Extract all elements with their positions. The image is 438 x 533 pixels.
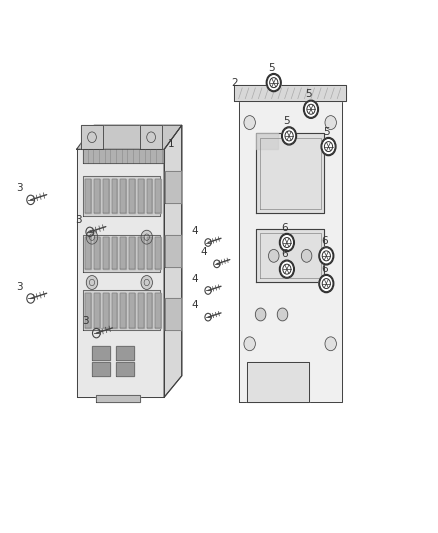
- Polygon shape: [147, 179, 152, 213]
- Polygon shape: [256, 133, 324, 213]
- Polygon shape: [256, 133, 278, 149]
- Polygon shape: [247, 362, 309, 402]
- Polygon shape: [81, 125, 103, 149]
- Polygon shape: [85, 179, 91, 213]
- Polygon shape: [83, 149, 164, 163]
- Polygon shape: [83, 176, 160, 216]
- Circle shape: [267, 75, 280, 91]
- Polygon shape: [83, 290, 160, 330]
- Circle shape: [244, 337, 255, 351]
- Polygon shape: [140, 125, 162, 149]
- Polygon shape: [147, 237, 152, 269]
- Text: 6: 6: [321, 236, 328, 246]
- Polygon shape: [164, 125, 182, 397]
- Text: 5: 5: [305, 90, 312, 99]
- Polygon shape: [83, 235, 160, 272]
- Polygon shape: [85, 237, 91, 269]
- Polygon shape: [234, 85, 346, 101]
- Polygon shape: [120, 237, 126, 269]
- Text: 6: 6: [281, 249, 288, 259]
- Polygon shape: [120, 179, 126, 213]
- Circle shape: [266, 74, 281, 92]
- Circle shape: [319, 274, 334, 293]
- Polygon shape: [138, 237, 144, 269]
- Text: 3: 3: [16, 282, 23, 292]
- Circle shape: [141, 276, 152, 289]
- Polygon shape: [85, 293, 91, 328]
- Text: 3: 3: [75, 215, 82, 225]
- Circle shape: [283, 128, 296, 144]
- Circle shape: [325, 337, 336, 351]
- Circle shape: [320, 276, 333, 292]
- Polygon shape: [155, 179, 161, 213]
- Polygon shape: [120, 293, 126, 328]
- Polygon shape: [77, 125, 182, 149]
- Text: 4: 4: [200, 247, 207, 257]
- Polygon shape: [239, 101, 342, 402]
- Circle shape: [321, 138, 336, 156]
- Polygon shape: [92, 346, 110, 360]
- Polygon shape: [129, 293, 135, 328]
- Text: 4: 4: [191, 274, 198, 284]
- Polygon shape: [92, 362, 110, 376]
- Circle shape: [255, 308, 266, 321]
- Polygon shape: [165, 235, 181, 266]
- Polygon shape: [96, 395, 140, 402]
- Polygon shape: [138, 293, 144, 328]
- Circle shape: [279, 233, 294, 252]
- Circle shape: [277, 308, 288, 321]
- Text: 3: 3: [82, 317, 89, 326]
- Polygon shape: [138, 179, 144, 213]
- Polygon shape: [165, 298, 181, 330]
- Text: 3: 3: [16, 183, 23, 193]
- Circle shape: [304, 100, 318, 118]
- Circle shape: [322, 139, 335, 155]
- Circle shape: [280, 261, 293, 277]
- Polygon shape: [155, 293, 161, 328]
- Text: 2: 2: [231, 78, 238, 87]
- Circle shape: [301, 249, 312, 262]
- Circle shape: [268, 249, 279, 262]
- Text: 5: 5: [268, 63, 275, 72]
- Circle shape: [86, 230, 98, 244]
- Polygon shape: [256, 229, 324, 282]
- Circle shape: [141, 230, 152, 244]
- Polygon shape: [77, 149, 164, 397]
- Polygon shape: [103, 293, 109, 328]
- Text: 1: 1: [167, 139, 174, 149]
- Polygon shape: [116, 362, 134, 376]
- Circle shape: [86, 276, 98, 289]
- Circle shape: [325, 116, 336, 130]
- Text: 4: 4: [191, 226, 198, 236]
- Text: 6: 6: [281, 223, 288, 232]
- Polygon shape: [129, 179, 135, 213]
- Circle shape: [280, 235, 293, 251]
- Polygon shape: [103, 237, 109, 269]
- Text: 5: 5: [323, 127, 330, 136]
- Polygon shape: [103, 179, 109, 213]
- Circle shape: [244, 116, 255, 130]
- Polygon shape: [94, 237, 100, 269]
- Text: 4: 4: [191, 301, 198, 310]
- Polygon shape: [164, 125, 182, 397]
- Circle shape: [304, 101, 318, 117]
- Circle shape: [282, 127, 297, 145]
- Text: 6: 6: [321, 264, 328, 273]
- Polygon shape: [155, 237, 161, 269]
- Polygon shape: [129, 237, 135, 269]
- Polygon shape: [94, 293, 100, 328]
- Text: 5: 5: [283, 116, 290, 126]
- Polygon shape: [112, 237, 117, 269]
- Polygon shape: [165, 171, 181, 203]
- Circle shape: [319, 247, 334, 265]
- Polygon shape: [112, 179, 117, 213]
- Polygon shape: [94, 179, 100, 213]
- Polygon shape: [116, 346, 134, 360]
- Circle shape: [320, 248, 333, 264]
- Circle shape: [279, 260, 294, 278]
- Polygon shape: [147, 293, 152, 328]
- Polygon shape: [112, 293, 117, 328]
